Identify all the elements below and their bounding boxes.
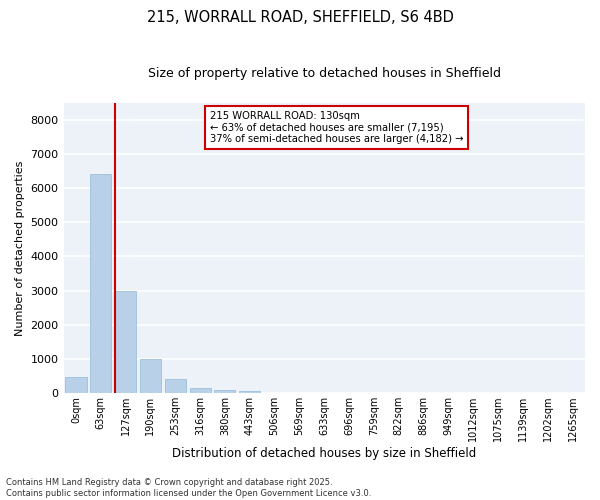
Bar: [239, 392, 260, 393]
X-axis label: Distribution of detached houses by size in Sheffield: Distribution of detached houses by size …: [172, 447, 476, 460]
Bar: [115, 290, 136, 393]
Bar: [65, 377, 86, 393]
Text: 215, WORRALL ROAD, SHEFFIELD, S6 4BD: 215, WORRALL ROAD, SHEFFIELD, S6 4BD: [146, 10, 454, 25]
Bar: [140, 359, 161, 393]
Title: Size of property relative to detached houses in Sheffield: Size of property relative to detached ho…: [148, 68, 501, 80]
Y-axis label: Number of detached properties: Number of detached properties: [15, 160, 25, 336]
Bar: [214, 390, 235, 393]
Text: Contains HM Land Registry data © Crown copyright and database right 2025.
Contai: Contains HM Land Registry data © Crown c…: [6, 478, 371, 498]
Text: 215 WORRALL ROAD: 130sqm
← 63% of detached houses are smaller (7,195)
37% of sem: 215 WORRALL ROAD: 130sqm ← 63% of detach…: [209, 111, 463, 144]
Bar: [165, 380, 186, 393]
Bar: [190, 388, 211, 393]
Bar: [90, 174, 112, 393]
